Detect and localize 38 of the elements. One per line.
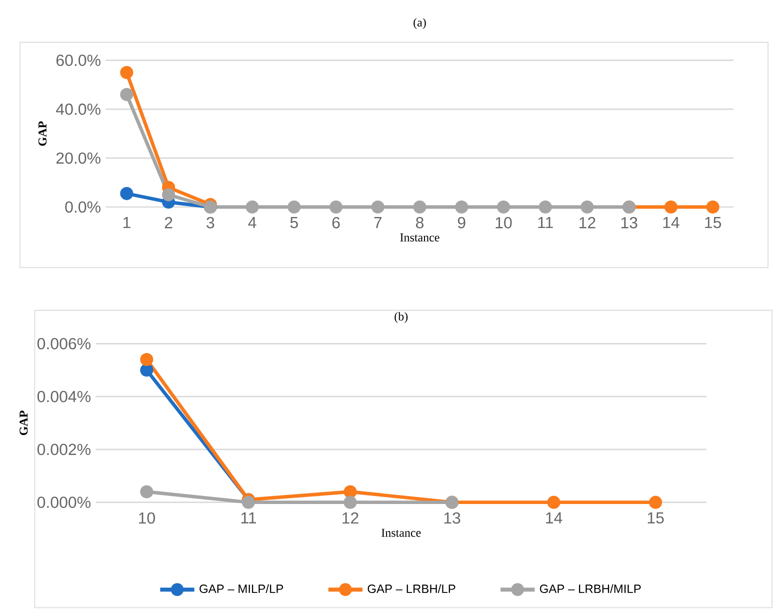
x-tick-label: 13 <box>621 217 638 228</box>
x-tick-label: 6 <box>332 217 340 228</box>
chart-title: (b) <box>394 312 408 323</box>
x-tick-label: 11 <box>241 512 256 524</box>
x-tick-label: 13 <box>444 512 460 524</box>
x-tick-label: 9 <box>458 217 466 228</box>
x-tick-label: 2 <box>164 217 172 228</box>
x-tick-label: 12 <box>580 217 596 228</box>
y-tick-label: 20.0% <box>56 152 100 164</box>
x-tick-label: 10 <box>496 217 512 228</box>
y-tick-label: 40.0% <box>56 104 100 115</box>
chart-title: (a) <box>414 18 426 29</box>
legend-label: GAP – LRBH/MILP <box>540 584 641 594</box>
x-tick-label: 5 <box>290 217 298 228</box>
x-tick-label: 14 <box>663 217 680 228</box>
x-tick-label: 4 <box>248 217 256 228</box>
x-axis-title: Instance <box>400 234 440 242</box>
x-tick-label: 12 <box>342 512 358 524</box>
y-tick-label: 0.002% <box>37 444 90 456</box>
x-tick-label: 1 <box>123 217 130 228</box>
x-tick-label: 8 <box>416 217 424 228</box>
x-tick-label: 7 <box>374 217 382 228</box>
y-tick-label: 0.006% <box>37 338 90 350</box>
legend-label: GAP – MILP/LP <box>200 584 284 594</box>
x-tick-label: 3 <box>206 217 214 228</box>
y-axis-title: GAP <box>20 410 28 436</box>
x-tick-label: 14 <box>546 512 562 524</box>
legend-label: GAP – LRBH/LP <box>368 584 456 594</box>
x-tick-label: 15 <box>648 512 664 524</box>
x-tick-label: 10 <box>138 512 155 524</box>
x-tick-label: 11 <box>538 217 553 228</box>
y-tick-label: 0.004% <box>37 390 90 402</box>
y-tick-label: 60.0% <box>56 54 100 66</box>
y-axis-title: GAP <box>38 121 47 146</box>
y-tick-label: 0.0% <box>65 201 100 213</box>
x-tick-label: 15 <box>705 217 722 228</box>
x-axis-title: Instance <box>382 528 421 537</box>
y-tick-label: 0.000% <box>37 496 90 508</box>
